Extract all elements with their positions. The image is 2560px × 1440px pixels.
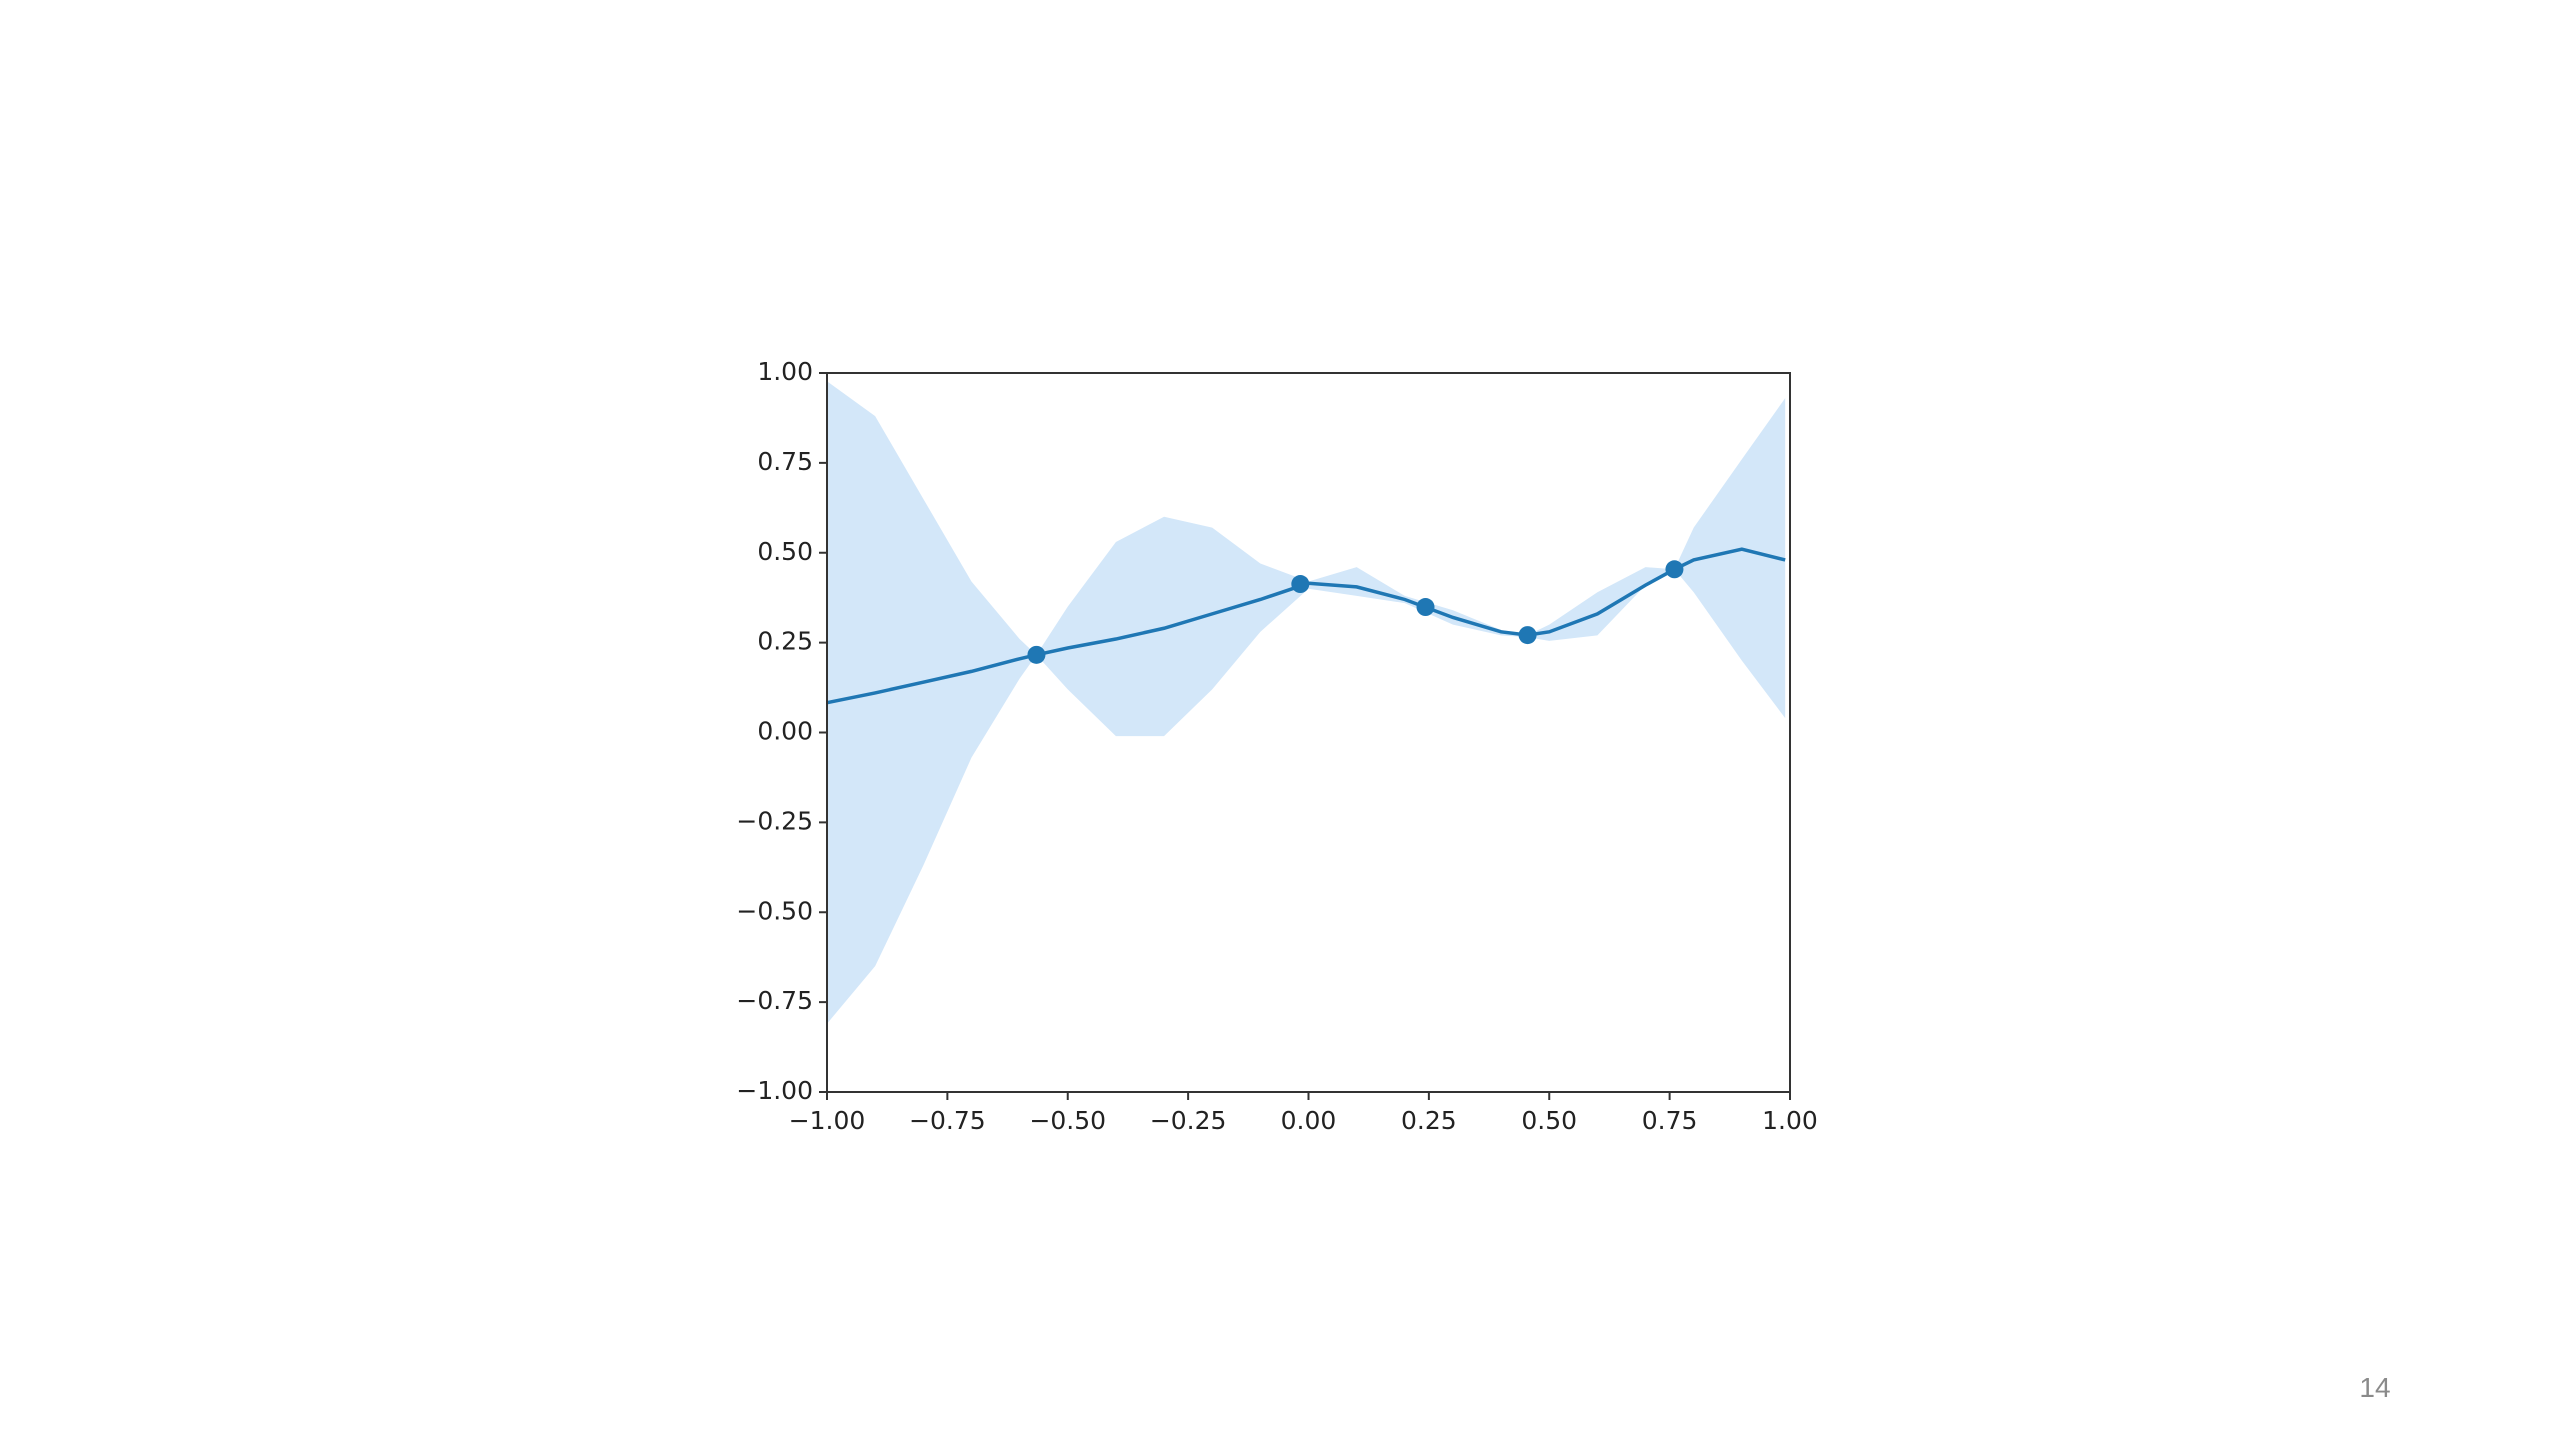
page-number: 14 (2359, 1372, 2391, 1403)
x-tick-label: −0.25 (1150, 1106, 1227, 1135)
observation-point (1291, 575, 1310, 594)
y-tick-label: −0.25 (736, 806, 813, 835)
y-tick-label: 0.50 (757, 537, 813, 566)
x-tick-label: −1.00 (789, 1106, 866, 1135)
y-tick-label: −0.50 (736, 896, 813, 925)
observation-point (1518, 626, 1537, 645)
observation-point (1027, 645, 1046, 664)
x-tick-label: 0.00 (1281, 1106, 1337, 1135)
y-tick-label: −1.00 (736, 1076, 813, 1105)
x-tick-label: 1.00 (1762, 1106, 1818, 1135)
confidence-band (827, 381, 1786, 1024)
x-tick-label: 0.25 (1401, 1106, 1457, 1135)
observation-point (1665, 560, 1684, 579)
y-tick-label: 0.75 (757, 447, 813, 476)
mean-line (826, 547, 1786, 705)
x-tick-label: −0.75 (909, 1106, 986, 1135)
y-tick-label: −0.75 (736, 986, 813, 1015)
x-tick-label: −0.50 (1029, 1106, 1106, 1135)
y-tick-label: 0.25 (757, 627, 813, 656)
x-tick-label: 0.50 (1521, 1106, 1577, 1135)
x-tick-label: 0.75 (1642, 1106, 1698, 1135)
y-tick-label: 0.00 (757, 717, 813, 746)
y-tick-label: 1.00 (757, 357, 813, 386)
observation-point (1416, 598, 1435, 617)
